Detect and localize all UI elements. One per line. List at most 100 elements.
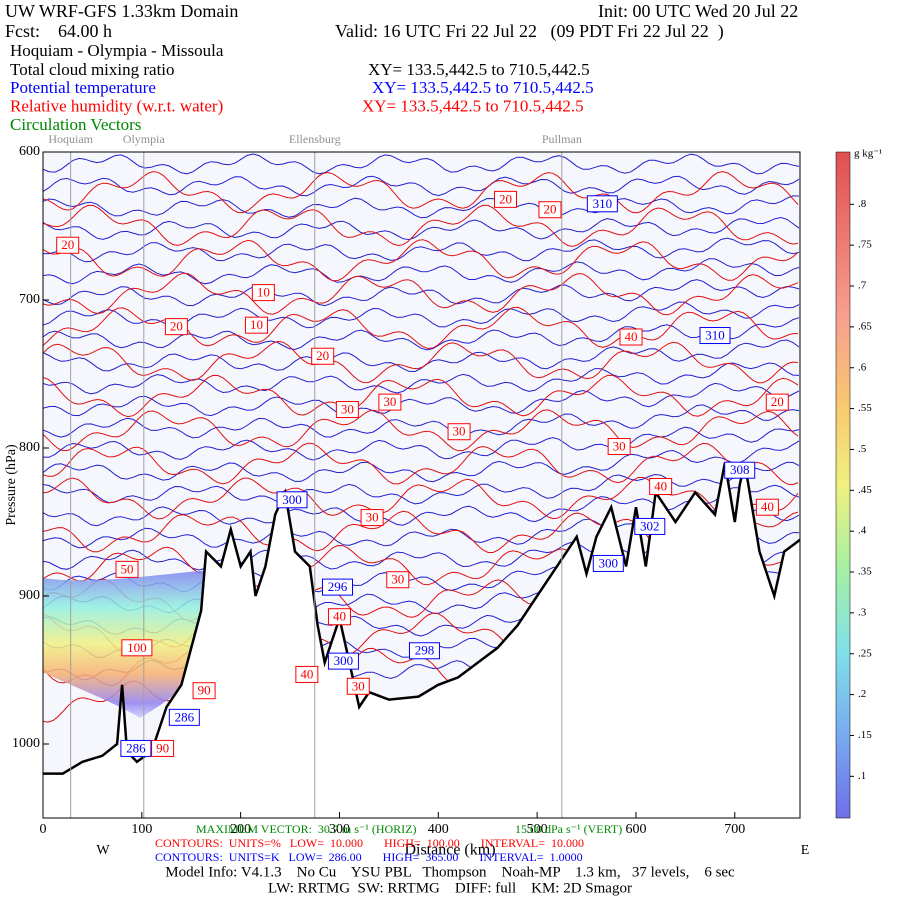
theta-contour — [43, 461, 800, 505]
rh-contour — [43, 340, 799, 384]
y-tick-label: 600 — [19, 144, 40, 159]
vector-vert: 15.00 dPa s⁻¹ (VERT) — [515, 822, 622, 836]
theta-label-box — [634, 517, 666, 535]
rh-label-box — [607, 438, 631, 456]
rh-label-box — [619, 328, 643, 346]
rh-contour — [43, 374, 799, 418]
y-tick-label: 900 — [19, 588, 40, 603]
y-tick-label: 1000 — [12, 736, 40, 751]
rh-label-box — [244, 316, 268, 334]
colorbar-tick-label: .65 — [858, 320, 872, 332]
rh-label: 10 — [257, 285, 270, 300]
colorbar-tick-label: .15 — [858, 729, 872, 741]
theta-label-box — [120, 739, 152, 757]
physics-info: LW: RRTMG SW: RRTMG DIFF: full KM: 2D Sm… — [268, 880, 632, 896]
rh-contour — [43, 239, 799, 282]
rh-label: 30 — [383, 394, 396, 409]
theta-label-box — [724, 461, 756, 479]
x-tick-label: 500 — [527, 822, 548, 837]
theta-label: 286 — [175, 709, 195, 724]
rh-label-box — [121, 639, 153, 657]
rh-label: 20 — [543, 202, 556, 217]
theta-label-box — [168, 708, 200, 726]
rh-label-box — [164, 318, 188, 336]
rh-label: 20 — [316, 348, 329, 363]
contours-rh: CONTOURS: UNITS=% LOW= 10.000 HIGH= 100.… — [155, 836, 584, 850]
x-tick-label: 300 — [329, 822, 350, 837]
rh-label: 30 — [341, 402, 354, 417]
legend-text: Relative humidity (w.r.t. water) — [10, 97, 223, 116]
rh-label-box — [151, 739, 175, 757]
y-axis-label: Pressure (hPa) — [4, 444, 19, 526]
theta-contour — [43, 317, 800, 351]
location-label: Hoquiam — [48, 132, 93, 146]
x-tick-label: 200 — [230, 822, 251, 837]
plot-area: Hoquiam Olympia Ellensburg Pullman 20 20 10 10 2… — [12, 132, 882, 837]
theta-label-box — [699, 327, 731, 345]
x-tick-label: 0 — [40, 822, 47, 837]
location-label: Olympia — [123, 132, 166, 146]
colorbar-tick-label: .4 — [858, 525, 867, 537]
rh-label: 30 — [352, 678, 365, 693]
plot-frame — [42, 151, 801, 819]
theta-label-box — [586, 195, 618, 213]
rh-contour — [43, 442, 799, 486]
theta-label-box — [408, 642, 440, 660]
x-tick-label: 400 — [428, 822, 449, 837]
rh-contour — [43, 171, 799, 214]
colorbar-tick-label: .55 — [858, 402, 872, 414]
rh-label: 20 — [499, 191, 512, 206]
colorbar — [835, 151, 851, 819]
colorbar-tick-label: .7 — [858, 280, 867, 292]
theta-label-box — [276, 491, 308, 509]
rh-label-box — [378, 393, 402, 411]
colorbar-tick-label: .2 — [858, 688, 866, 700]
rh-label-box — [335, 401, 359, 419]
theta-label: 300 — [599, 555, 619, 570]
theta-contour — [43, 484, 800, 527]
theta-label: 296 — [328, 579, 348, 594]
rh-label-box — [538, 201, 562, 219]
theta-contour — [43, 195, 800, 219]
rh-label-box — [56, 236, 80, 254]
theta-label: 310 — [593, 196, 613, 211]
valid-time: Valid: 16 UTC Fri 22 Jul 22 (09 PDT Fri … — [335, 21, 724, 42]
rh-label: 20 — [771, 394, 784, 409]
rh-label: 20 — [61, 237, 74, 252]
theta-label-box — [592, 554, 624, 572]
contours-theta: CONTOURS: UNITS=K LOW= 286.00 HIGH= 365.… — [155, 850, 583, 864]
theta-label: 302 — [640, 518, 660, 533]
rh-contour — [43, 409, 799, 452]
rh-label-box — [327, 608, 351, 626]
rh-label: 20 — [170, 319, 183, 334]
route: Hoquiam - Olympia - Missoula — [10, 41, 224, 60]
theta-label-box — [327, 652, 359, 670]
theta-contour — [43, 426, 800, 461]
theta-contour — [43, 153, 800, 175]
y-tick-label: 800 — [19, 440, 40, 455]
legend-text: Total cloud mixing ratio — [10, 60, 175, 79]
colorbar-tick-label: .75 — [858, 239, 872, 251]
theta-contour — [43, 175, 800, 197]
rh-label: 40 — [333, 609, 346, 624]
rh-label-box — [346, 677, 370, 695]
rh-label-box — [765, 393, 789, 411]
rh-label: 40 — [300, 666, 313, 681]
rh-label-box — [115, 560, 139, 578]
rh-label-box — [386, 571, 410, 589]
rh-label: 100 — [127, 640, 147, 655]
rh-label: 30 — [391, 572, 404, 587]
init-time: Init: 00 UTC Wed 20 Jul 22 — [598, 1, 798, 21]
theta-contour — [43, 237, 800, 263]
model-info: Model Info: V4.1.3 No Cu YSU PBL Thompso… — [165, 864, 735, 880]
rh-label-box — [251, 284, 275, 302]
theta-contour — [43, 404, 800, 439]
theta-contour — [43, 216, 800, 241]
colorbar-label: g kg⁻¹ — [854, 148, 882, 160]
theta-label-box — [321, 578, 353, 596]
rh-label: 90 — [198, 683, 211, 698]
forecast-hour: Fcst: 64.00 h — [5, 21, 112, 41]
rh-label-box — [494, 190, 518, 208]
rh-contour — [43, 204, 799, 247]
rh-contour — [43, 476, 799, 520]
